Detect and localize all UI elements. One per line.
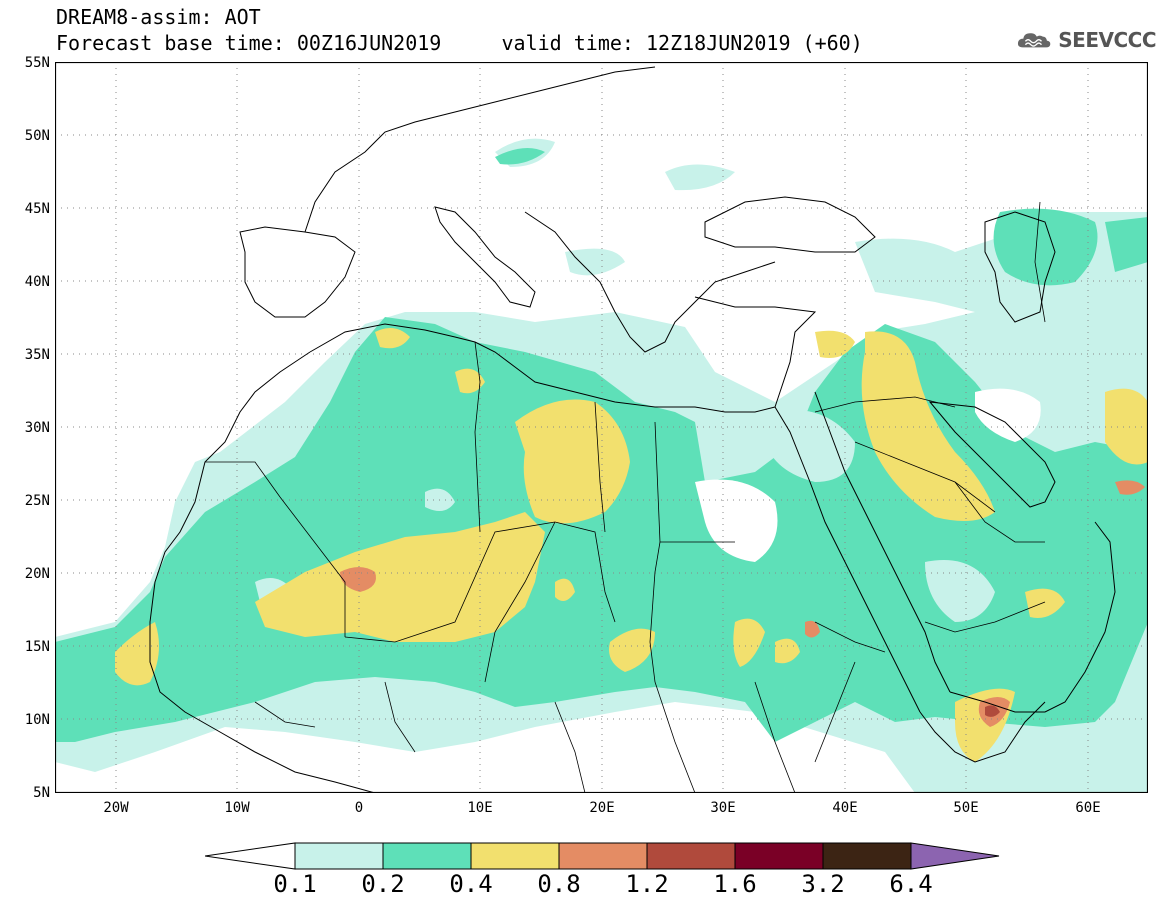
lat-label-45n: 45N xyxy=(24,201,50,217)
lat-label-15n: 15N xyxy=(24,639,50,655)
lat-label-10n: 10N xyxy=(24,712,50,728)
colorbar-bin-0.8 xyxy=(558,842,648,870)
lon-label-0: 0 xyxy=(354,800,364,816)
lon-label-20e: 20E xyxy=(589,800,615,816)
colorbar-tick-0.1: 0.1 xyxy=(273,870,317,898)
lat-label-30n: 30N xyxy=(24,420,50,436)
colorbar-tick-3.2: 3.2 xyxy=(801,870,845,898)
lon-label-10w: 10W xyxy=(224,800,250,816)
lat-label-55n: 55N xyxy=(24,55,50,71)
lat-label-20n: 20N xyxy=(24,566,50,582)
forecast-time-line: Forecast base time: 00Z16JUN2019 valid t… xyxy=(56,31,863,55)
colorbar-tick-0.8: 0.8 xyxy=(537,870,581,898)
colorbar-low-end xyxy=(204,842,296,870)
aot-level-1.2 xyxy=(985,705,1000,717)
lat-label-40n: 40N xyxy=(24,274,50,290)
colorbar-bin-3.2 xyxy=(822,842,912,870)
lon-label-10e: 10E xyxy=(467,800,493,816)
colorbar-bin-1.6 xyxy=(734,842,824,870)
colorbar-high-end xyxy=(910,842,1000,870)
lon-label-30e: 30E xyxy=(710,800,736,816)
lat-label-5n: 5N xyxy=(33,785,50,801)
lat-label-25n: 25N xyxy=(24,493,50,509)
lat-label-35n: 35N xyxy=(24,347,50,363)
aot-colorbar xyxy=(204,842,1000,870)
colorbar-tick-1.2: 1.2 xyxy=(625,870,669,898)
lon-label-40e: 40E xyxy=(832,800,858,816)
seevccc-logo: SEEVCCC xyxy=(1016,24,1156,56)
lon-label-50e: 50E xyxy=(953,800,979,816)
aot-level-0.4 xyxy=(115,328,1148,762)
colorbar-tick-0.2: 0.2 xyxy=(361,870,405,898)
colorbar-tick-0.4: 0.4 xyxy=(449,870,493,898)
colorbar-tick-1.6: 1.6 xyxy=(713,870,757,898)
lon-label-60e: 60E xyxy=(1075,800,1101,816)
map-border xyxy=(55,62,1148,793)
coastlines xyxy=(149,66,1116,793)
cloud-icon xyxy=(1017,33,1051,48)
map-title: DREAM8-assim: AOT xyxy=(56,5,261,29)
lon-label-20w: 20W xyxy=(103,800,129,816)
colorbar-bin-0.1 xyxy=(294,842,384,870)
logo-text: SEEVCCC xyxy=(1058,28,1156,52)
map-canvas xyxy=(55,62,1148,793)
colorbar-bin-1.2 xyxy=(646,842,736,870)
colorbar-svg xyxy=(204,842,1000,870)
country-borders xyxy=(205,201,1046,793)
colorbar-bin-0.2 xyxy=(382,842,472,870)
colorbar-bin-0.4 xyxy=(470,842,560,870)
aot-map xyxy=(55,62,1148,793)
colorbar-tick-6.4: 6.4 xyxy=(889,870,933,898)
lat-label-50n: 50N xyxy=(24,128,50,144)
